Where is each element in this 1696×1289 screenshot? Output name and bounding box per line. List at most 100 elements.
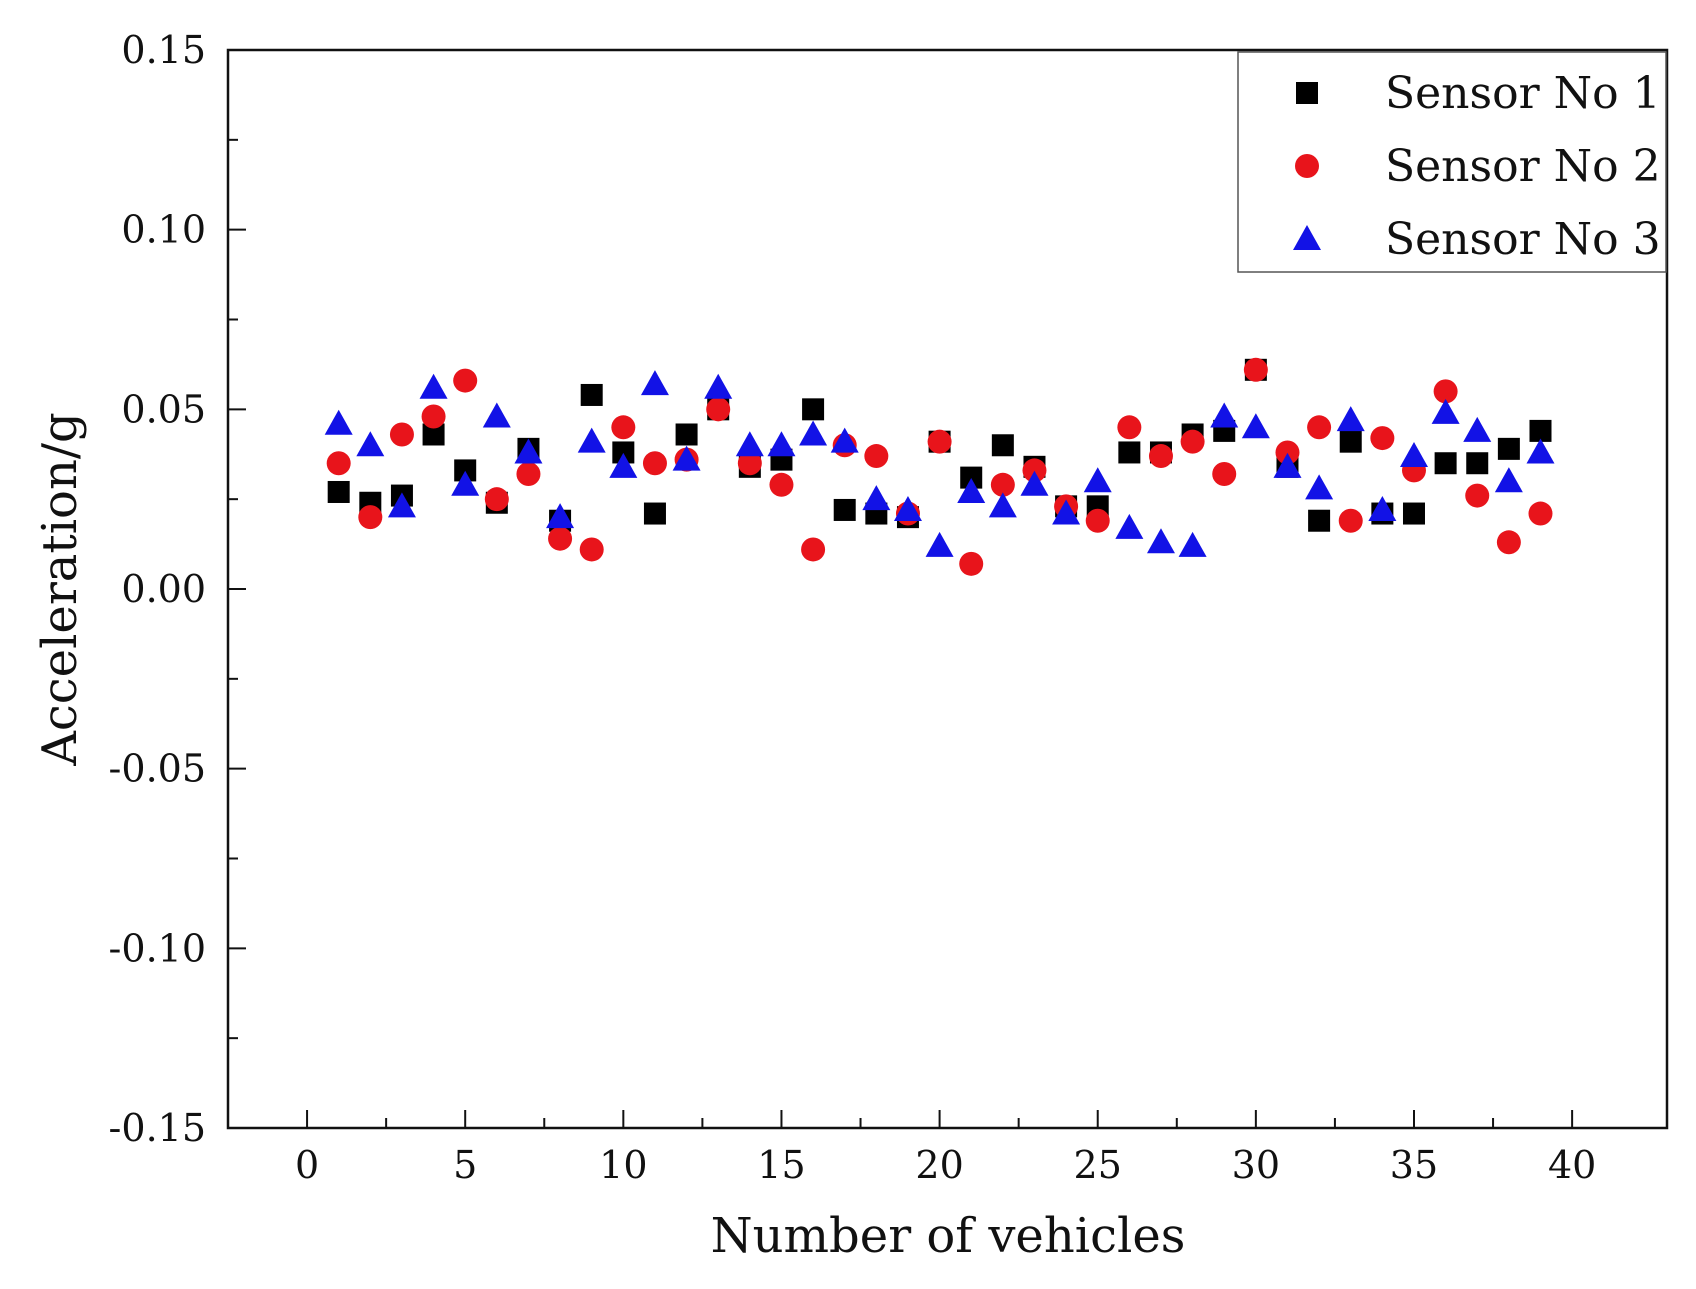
- data-point-triangle: [640, 370, 669, 396]
- data-point-circle: [864, 444, 889, 469]
- x-tick-label: 5: [453, 1143, 477, 1187]
- data-point-triangle: [1399, 442, 1428, 468]
- data-point-circle: [1085, 508, 1110, 533]
- data-point-circle: [453, 368, 478, 393]
- data-point-circle: [1148, 444, 1173, 469]
- y-tick-label: 0.05: [121, 387, 206, 431]
- data-point-square: [833, 498, 856, 521]
- data-point-triangle: [1020, 470, 1049, 496]
- data-point-circle: [927, 429, 952, 454]
- legend: Sensor No 1 Sensor No 2 Sensor No 3: [1237, 51, 1667, 273]
- data-point-triangle: [672, 445, 701, 471]
- data-point-circle: [579, 537, 604, 562]
- data-point-triangle: [925, 531, 954, 557]
- x-tick-label: 35: [1390, 1143, 1438, 1187]
- x-axis-title: Number of vehicles: [711, 1208, 1186, 1264]
- data-point-circle: [1180, 429, 1205, 454]
- data-point-circle: [1370, 426, 1395, 451]
- data-point-square: [991, 434, 1014, 457]
- data-point-circle: [642, 451, 667, 476]
- data-point-circle: [484, 487, 509, 512]
- data-point-triangle: [1115, 513, 1144, 539]
- x-tick-label: 30: [1232, 1143, 1280, 1187]
- data-point-square: [1466, 452, 1489, 475]
- x-tick-label: 20: [915, 1143, 963, 1187]
- data-point-circle: [1465, 483, 1490, 508]
- data-point-triangle: [830, 427, 859, 453]
- data-point-triangle: [862, 485, 891, 511]
- data-point-square: [580, 383, 603, 406]
- y-tick-label: 0.10: [121, 208, 206, 252]
- data-point-circle: [1307, 415, 1332, 440]
- data-point-triangle: [799, 420, 828, 446]
- data-point-triangle: [1178, 531, 1207, 557]
- data-point-square: [1339, 430, 1362, 453]
- data-point-triangle: [1463, 416, 1492, 442]
- data-point-circle: [611, 415, 636, 440]
- data-point-triangle: [893, 495, 922, 521]
- data-point-square: [1402, 502, 1425, 525]
- data-point-triangle: [1305, 474, 1334, 500]
- data-point-triangle: [704, 373, 733, 399]
- x-tick-label: 15: [757, 1143, 805, 1187]
- data-point-triangle: [356, 431, 385, 457]
- data-point-triangle: [387, 492, 416, 518]
- y-axis-title: Acceleration/g: [32, 412, 88, 767]
- data-point-triangle: [324, 409, 353, 435]
- data-point-circle: [358, 505, 383, 530]
- data-point-triangle: [957, 477, 986, 503]
- legend-label: Sensor No 1: [1385, 68, 1661, 119]
- data-point-circle: [801, 537, 826, 562]
- data-point-square: [612, 441, 635, 464]
- data-point-triangle: [1083, 467, 1112, 493]
- legend-marker-circle: [1295, 154, 1319, 178]
- data-point-square: [327, 480, 350, 503]
- data-point-circle: [769, 472, 794, 497]
- data-point-triangle: [419, 373, 448, 399]
- data-point-circle: [1275, 440, 1300, 465]
- data-point-square: [1118, 441, 1141, 464]
- x-tick-label: 0: [295, 1143, 319, 1187]
- data-point-circle: [1528, 501, 1553, 526]
- data-point-square: [802, 398, 825, 421]
- y-tick-label: -0.15: [109, 1106, 206, 1150]
- data-point-circle: [1243, 357, 1268, 382]
- data-point-circle: [548, 526, 573, 551]
- data-point-square: [1529, 419, 1552, 442]
- data-point-circle: [737, 451, 762, 476]
- data-point-triangle: [1336, 406, 1365, 432]
- data-point-square: [960, 466, 983, 489]
- data-point-triangle: [1210, 402, 1239, 428]
- x-tick-label: 10: [599, 1143, 647, 1187]
- data-point-triangle: [577, 427, 606, 453]
- data-point-circle: [326, 451, 351, 476]
- legend-label: Sensor No 3: [1385, 214, 1661, 265]
- data-point-triangle: [1526, 438, 1555, 464]
- data-point-square: [1497, 437, 1520, 460]
- data-point-circle: [1212, 462, 1237, 487]
- data-point-triangle: [1273, 452, 1302, 478]
- data-point-triangle: [1431, 398, 1460, 424]
- data-point-square: [675, 423, 698, 446]
- data-point-triangle: [482, 402, 511, 428]
- data-point-circle: [959, 551, 984, 576]
- data-point-circle: [516, 462, 541, 487]
- data-point-square: [454, 459, 477, 482]
- y-tick-label: -0.10: [109, 926, 206, 970]
- data-point-triangle: [735, 431, 764, 457]
- data-point-circle: [1338, 508, 1363, 533]
- data-markers: [324, 357, 1555, 576]
- data-point-circle: [421, 404, 446, 429]
- data-point-square: [1308, 509, 1331, 532]
- series-2: [326, 357, 1553, 576]
- data-point-triangle: [609, 452, 638, 478]
- series-3: [324, 370, 1555, 557]
- legend-marker-triangle: [1293, 225, 1321, 250]
- data-point-circle: [389, 422, 414, 447]
- data-point-triangle: [451, 470, 480, 496]
- y-tick-label: 0.00: [121, 567, 206, 611]
- data-point-triangle: [1368, 495, 1397, 521]
- data-point-square: [1434, 452, 1457, 475]
- y-axis: 0.15 0.10 0.05 0.00 -0.05 -0.10 -0.15: [109, 28, 246, 1150]
- data-point-triangle: [1146, 528, 1175, 554]
